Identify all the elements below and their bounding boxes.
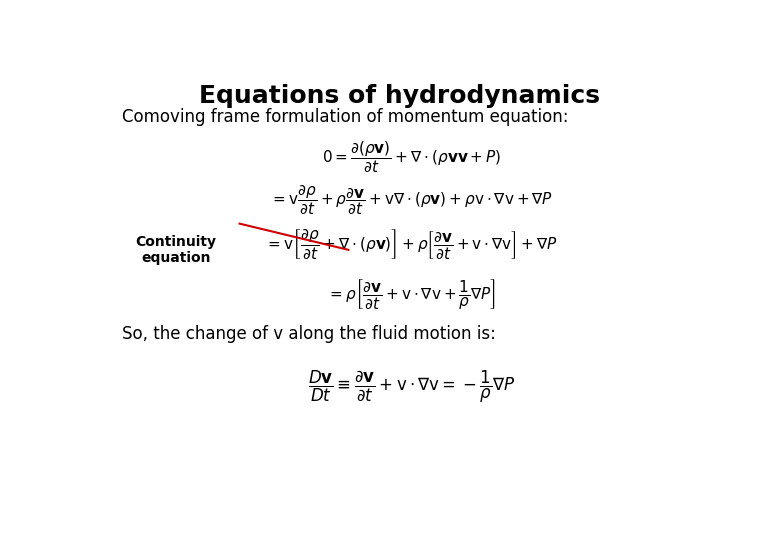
Text: $0 = \dfrac{\partial(\rho\mathbf{v})}{\partial t} + \nabla \cdot (\rho\mathbf{vv: $0 = \dfrac{\partial(\rho\mathbf{v})}{\p… — [322, 140, 502, 176]
Text: Comoving frame formulation of momentum equation:: Comoving frame formulation of momentum e… — [122, 109, 568, 126]
Text: $= \rho\left[\dfrac{\partial\mathbf{v}}{\partial t} + \mathrm{v}\cdot\nabla\math: $= \rho\left[\dfrac{\partial\mathbf{v}}{… — [328, 277, 496, 311]
Text: $\dfrac{D\mathbf{v}}{Dt} \equiv \dfrac{\partial\mathbf{v}}{\partial t} + \mathrm: $\dfrac{D\mathbf{v}}{Dt} \equiv \dfrac{\… — [308, 368, 516, 404]
Text: $= \mathrm{v}\dfrac{\partial\rho}{\partial t} + \rho\dfrac{\partial\mathbf{v}}{\: $= \mathrm{v}\dfrac{\partial\rho}{\parti… — [270, 183, 554, 217]
Text: Continuity
equation: Continuity equation — [136, 235, 217, 266]
Text: $= \mathrm{v}\left[\dfrac{\partial\rho}{\partial t} + \nabla\cdot(\rho\mathbf{v}: $= \mathrm{v}\left[\dfrac{\partial\rho}{… — [265, 227, 558, 261]
Text: Equations of hydrodynamics: Equations of hydrodynamics — [199, 84, 601, 107]
Text: So, the change of v along the fluid motion is:: So, the change of v along the fluid moti… — [122, 325, 495, 343]
